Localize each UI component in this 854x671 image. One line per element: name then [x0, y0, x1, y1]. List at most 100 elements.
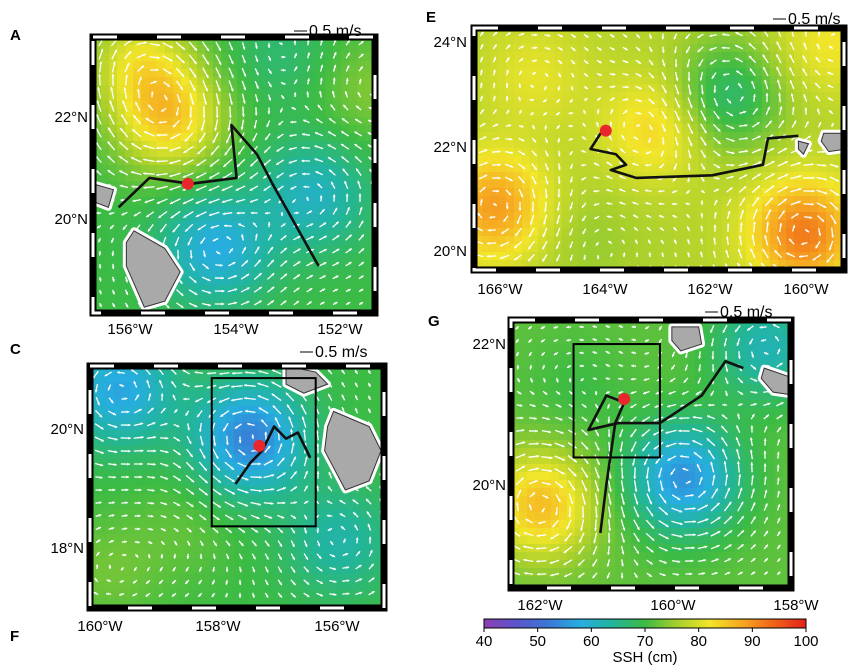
ssh-cell: [109, 45, 118, 54]
ssh-cell: [250, 478, 259, 487]
ssh-cell: [293, 85, 302, 94]
ssh-cell: [349, 189, 358, 198]
ssh-cell: [330, 526, 339, 535]
ssh-cell: [141, 69, 150, 78]
ssh-cell: [218, 550, 227, 559]
ssh-cell: [309, 141, 318, 150]
ssh-cell: [253, 101, 262, 110]
ssh-cell: [146, 478, 155, 487]
ssh-cell: [658, 140, 667, 149]
ssh-cell: [610, 52, 619, 61]
ssh-cell: [146, 590, 155, 599]
ssh-cell: [282, 558, 291, 567]
ssh-cell: [349, 205, 358, 214]
ssh-cell: [285, 165, 294, 174]
ssh-cell: [149, 85, 158, 94]
ssh-cell: [634, 92, 643, 101]
ssh-cell: [714, 68, 723, 77]
ssh-cell: [157, 101, 166, 110]
ssh-cell: [133, 69, 142, 78]
ssh-cell: [514, 76, 523, 85]
ssh-cell: [122, 526, 131, 535]
ssh-cell: [221, 269, 230, 278]
ssh-cell: [293, 181, 302, 190]
ssh-cell: [277, 85, 286, 94]
ssh-cell: [722, 108, 731, 117]
ssh-cell: [125, 181, 134, 190]
ssh-cell: [770, 116, 779, 125]
ssh-cell: [221, 53, 230, 62]
ssh-cell: [245, 229, 254, 238]
ssh-cell: [258, 582, 267, 591]
ssh-cell: [730, 116, 739, 125]
ssh-cell: [562, 108, 571, 117]
ssh-cell: [306, 406, 315, 415]
ssh-cell: [237, 237, 246, 246]
ssh-cell: [213, 301, 222, 310]
ssh-cell: [173, 165, 182, 174]
ssh-cell: [546, 116, 555, 125]
ssh-cell: [109, 269, 118, 278]
ssh-cell: [138, 398, 147, 407]
ssh-cell: [674, 148, 683, 157]
ssh-cell: [346, 534, 355, 543]
ssh-cell: [141, 189, 150, 198]
ssh-cell: [802, 36, 811, 45]
ssh-cell: [218, 470, 227, 479]
ssh-cell: [554, 68, 563, 77]
ssh-cell: [157, 221, 166, 230]
ssh-cell: [205, 117, 214, 126]
ssh-cell: [562, 44, 571, 53]
ssh-cell: [293, 165, 302, 174]
ssh-cell: [165, 109, 174, 118]
ssh-cell: [530, 116, 539, 125]
ssh-cell: [178, 526, 187, 535]
ssh-cell: [594, 76, 603, 85]
ssh-cell: [274, 518, 283, 527]
ssh-cell: [674, 140, 683, 149]
ssh-cell: [130, 406, 139, 415]
ssh-cell: [285, 253, 294, 262]
ssh-cell: [610, 36, 619, 45]
ssh-cell: [522, 116, 531, 125]
ssh-cell: [186, 494, 195, 503]
ssh-cell: [117, 285, 126, 294]
ssh-cell: [165, 165, 174, 174]
ssh-cell: [706, 132, 715, 141]
ssh-cell: [98, 558, 107, 567]
ssh-cell: [141, 45, 150, 54]
ssh-cell: [138, 494, 147, 503]
ssh-cell: [770, 108, 779, 117]
ssh-cell: [138, 566, 147, 575]
ssh-cell: [293, 117, 302, 126]
ssh-cell: [117, 173, 126, 182]
ssh-cell: [530, 100, 539, 109]
ssh-cell: [149, 125, 158, 134]
ssh-cell: [205, 277, 214, 286]
ssh-cell: [810, 132, 819, 141]
ssh-cell: [101, 77, 110, 86]
ssh-cell: [482, 92, 491, 101]
ssh-cell: [309, 85, 318, 94]
ssh-cell: [141, 77, 150, 86]
ssh-cell: [690, 92, 699, 101]
ssh-cell: [346, 390, 355, 399]
ssh-cell: [261, 101, 270, 110]
ssh-cell: [554, 92, 563, 101]
ssh-cell: [229, 229, 238, 238]
ssh-cell: [178, 494, 187, 503]
ssh-cell: [658, 44, 667, 53]
ssh-cell: [586, 76, 595, 85]
ssh-cell: [250, 414, 259, 423]
ssh-cell: [98, 454, 107, 463]
ssh-cell: [261, 85, 270, 94]
ssh-cell: [237, 213, 246, 222]
ssh-cell: [810, 36, 819, 45]
ssh-cell: [106, 446, 115, 455]
ssh-cell: [181, 69, 190, 78]
ssh-cell: [666, 132, 675, 141]
ssh-cell: [570, 140, 579, 149]
ssh-cell: [333, 125, 342, 134]
ssh-cell: [149, 181, 158, 190]
ssh-cell: [138, 478, 147, 487]
